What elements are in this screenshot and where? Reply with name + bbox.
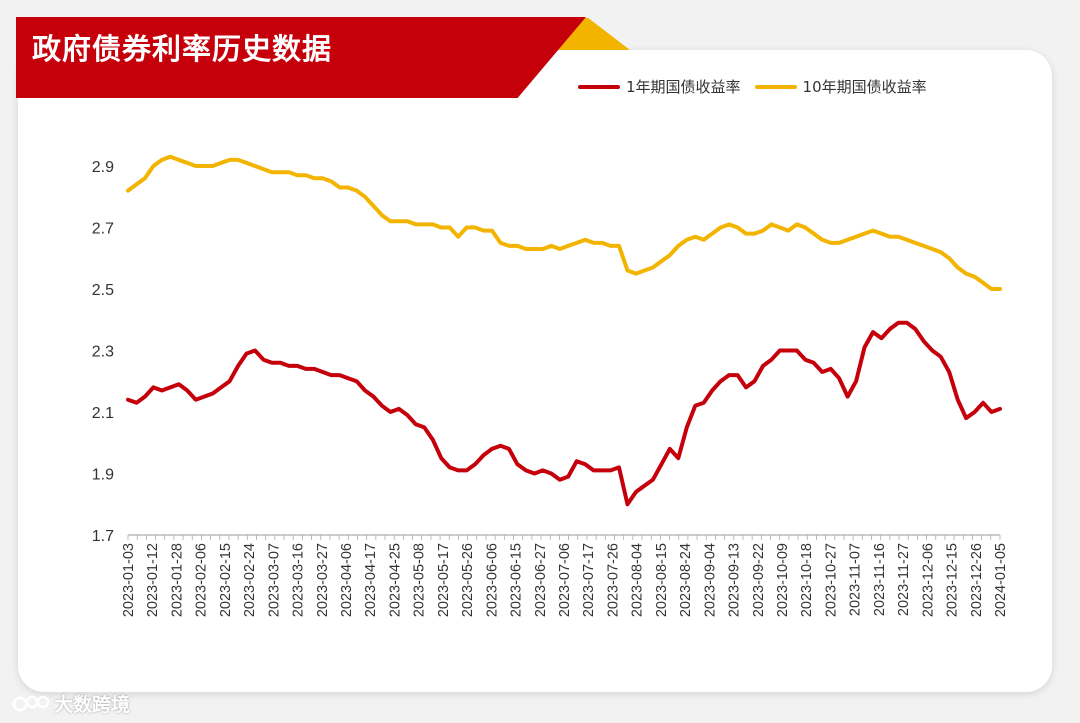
y-tick-label: 1.7 xyxy=(92,528,114,545)
x-tick-label: 2023-09-13 xyxy=(727,543,743,617)
y-tick-label: 2.9 xyxy=(92,159,114,176)
series-line-10y xyxy=(126,154,1002,291)
x-tick-label: 2023-12-06 xyxy=(920,543,936,617)
x-tick-label: 2023-12-15 xyxy=(945,543,961,617)
x-tick-label: 2023-11-27 xyxy=(896,543,912,616)
x-tick-label: 2024-01-05 xyxy=(993,543,1009,617)
chart-legend: 1年期国债收益率 10年期国债收益率 xyxy=(578,76,927,97)
y-axis: 2.9 2.7 2.5 2.3 2.1 1.9 1.7 xyxy=(92,159,114,545)
page-title: 政府债券利率历史数据 xyxy=(32,32,333,66)
x-tick-label: 2023-10-09 xyxy=(775,543,791,617)
watermark-logo-icon xyxy=(12,695,50,711)
x-tick-label: 2023-08-24 xyxy=(678,543,694,617)
x-tick-label: 2023-08-15 xyxy=(654,543,670,617)
x-tick-label: 2023-06-27 xyxy=(533,543,549,617)
series-line-1y xyxy=(126,320,1002,507)
legend-label-10y: 10年期国债收益率 xyxy=(802,78,927,96)
y-tick-label: 2.1 xyxy=(92,405,114,422)
x-tick-label: 2023-05-26 xyxy=(460,543,476,617)
x-tick-label: 2023-11-16 xyxy=(872,543,888,616)
y-tick-label: 1.9 xyxy=(92,467,114,484)
x-tick-label: 2023-03-16 xyxy=(291,543,307,617)
x-tick-label: 2023-05-08 xyxy=(412,543,428,617)
x-tick-label: 2023-04-06 xyxy=(339,543,355,617)
x-tick-label: 2023-04-25 xyxy=(387,543,403,617)
x-tick-label: 2023-07-17 xyxy=(581,543,597,617)
x-tick-label: 2023-01-03 xyxy=(121,543,137,617)
x-tick-label: 2023-02-06 xyxy=(194,543,210,617)
watermark: 大数跨境 xyxy=(12,690,130,717)
x-tick-label: 2023-06-06 xyxy=(484,543,500,617)
x-tick-label: 2023-12-26 xyxy=(969,543,985,617)
x-tick-label: 2023-04-17 xyxy=(363,543,379,617)
x-tick-label: 2023-02-15 xyxy=(218,543,234,617)
legend-label-1y: 1年期国债收益率 xyxy=(626,78,741,96)
x-tick-label: 2023-09-22 xyxy=(751,543,767,617)
x-tick-label: 2023-03-27 xyxy=(315,543,331,617)
x-tick-label: 2023-08-04 xyxy=(630,543,646,617)
x-axis: 2023-01-03 2023-01-12 2023-01-28 2023-02-06… xyxy=(121,534,1009,617)
x-tick-label: 2023-01-28 xyxy=(169,543,185,617)
x-tick-label: 2023-10-27 xyxy=(823,543,839,617)
x-tick-label: 2023-07-06 xyxy=(557,543,573,617)
chart-card xyxy=(18,50,1052,692)
x-tick-label: 2023-07-26 xyxy=(605,543,621,617)
x-tick-label: 2023-03-07 xyxy=(266,543,282,617)
legend-item-1y: 1年期国债收益率 xyxy=(578,76,741,97)
x-tick-label: 2023-02-24 xyxy=(242,543,258,617)
watermark-text: 大数跨境 xyxy=(54,694,131,716)
y-tick-label: 2.7 xyxy=(92,221,114,238)
x-tick-label: 2023-09-04 xyxy=(702,543,718,617)
x-tick-label: 2023-05-17 xyxy=(436,543,452,617)
x-tick-label: 2023-06-15 xyxy=(509,543,525,617)
y-tick-label: 2.5 xyxy=(92,282,114,299)
series-lines xyxy=(126,154,1002,507)
legend-swatch-10y xyxy=(754,84,797,89)
legend-item-10y: 10年期国债收益率 xyxy=(754,76,927,97)
x-tick-label: 2023-11-07 xyxy=(848,543,864,616)
legend-swatch-1y xyxy=(578,84,620,89)
title-banner xyxy=(16,17,586,98)
x-tick-label: 2023-10-18 xyxy=(799,543,815,617)
x-tick-label: 2023-01-12 xyxy=(145,543,161,617)
y-tick-label: 2.3 xyxy=(92,344,114,361)
